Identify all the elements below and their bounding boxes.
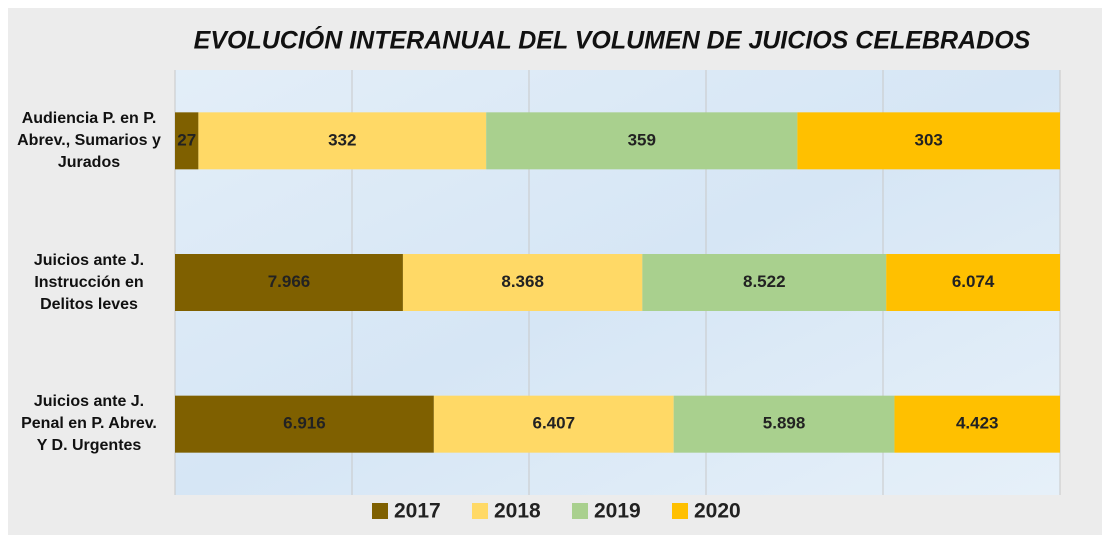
bar-segment xyxy=(402,254,643,311)
bar-segment xyxy=(642,254,887,311)
data-label: 8.368 xyxy=(501,272,544,291)
legend-label: 2019 xyxy=(594,500,641,523)
bar-segment xyxy=(886,254,1060,311)
legend-label: 2017 xyxy=(394,500,441,523)
legend-swatch xyxy=(672,503,688,519)
legend-label: 2018 xyxy=(494,500,541,523)
bar-segment xyxy=(175,395,434,453)
category-label: Juicios ante J. Instrucción en Delitos l… xyxy=(33,251,145,313)
bar-segment xyxy=(486,112,798,170)
data-label: 303 xyxy=(914,130,942,149)
data-label: 5.898 xyxy=(763,414,806,433)
bar-segment xyxy=(175,254,403,311)
data-label: 6.074 xyxy=(952,272,995,291)
data-label: 6.407 xyxy=(533,414,576,433)
chart-title: EVOLUCIÓN INTERANUAL DEL VOLUMEN DE JUIC… xyxy=(194,26,1031,55)
bar-segment xyxy=(198,112,487,170)
legend-swatch xyxy=(372,503,388,519)
data-label: 8.522 xyxy=(743,272,786,291)
data-label: 359 xyxy=(628,130,656,149)
bar-segment xyxy=(894,395,1060,453)
category-label: Audiencia P. en P. Abrev., Sumarios y Ju… xyxy=(17,109,161,171)
data-label: 6.916 xyxy=(283,414,326,433)
legend-swatch xyxy=(472,503,488,519)
data-label: 4.423 xyxy=(956,414,999,433)
bar-segment xyxy=(797,112,1060,170)
bar-segment xyxy=(175,112,199,170)
legend-label: 2020 xyxy=(694,500,741,523)
data-label: 27 xyxy=(177,130,196,149)
bar-segment xyxy=(673,395,895,453)
data-label: 332 xyxy=(328,130,356,149)
bar-segment xyxy=(433,395,674,453)
legend-swatch xyxy=(572,503,588,519)
category-label: Juicios ante J. Penal en P. Abrev. Y D. … xyxy=(21,393,157,455)
data-label: 7.966 xyxy=(268,272,311,291)
